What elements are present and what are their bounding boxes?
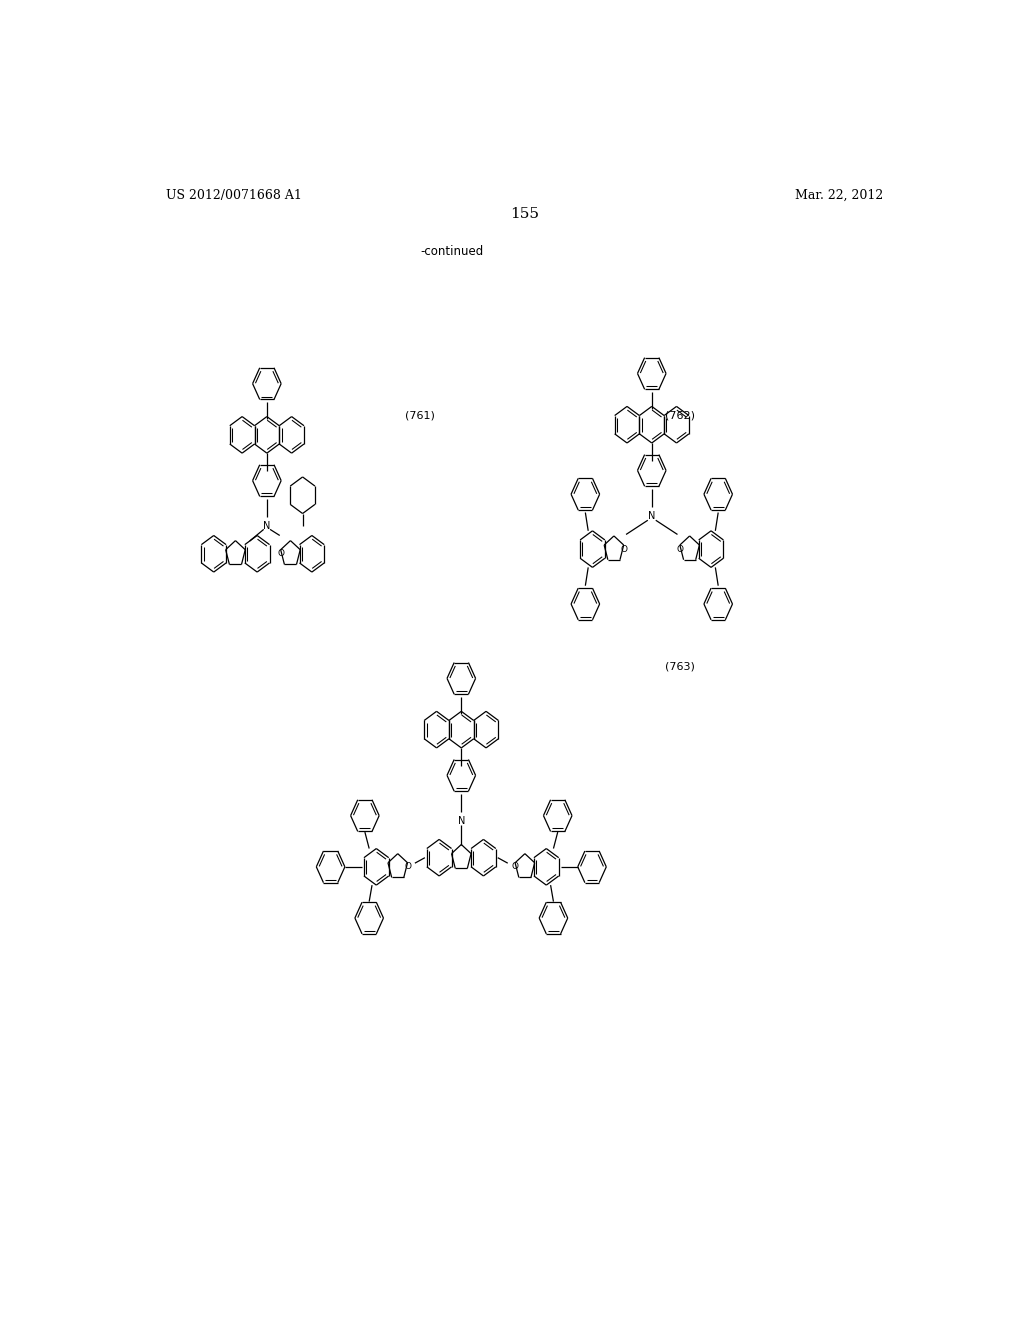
- Text: O: O: [404, 862, 411, 871]
- Text: N: N: [263, 521, 270, 532]
- Text: O: O: [512, 862, 518, 871]
- Text: (763): (763): [665, 661, 694, 672]
- Text: Mar. 22, 2012: Mar. 22, 2012: [796, 189, 884, 202]
- Text: -continued: -continued: [420, 246, 483, 259]
- Text: O: O: [278, 549, 285, 558]
- Text: (761): (761): [406, 411, 435, 421]
- Text: N: N: [458, 816, 465, 826]
- Text: (762): (762): [665, 411, 694, 421]
- Text: O: O: [677, 545, 683, 553]
- Text: N: N: [648, 511, 655, 521]
- Text: 155: 155: [510, 207, 540, 222]
- Text: US 2012/0071668 A1: US 2012/0071668 A1: [166, 189, 302, 202]
- Text: O: O: [621, 545, 627, 553]
